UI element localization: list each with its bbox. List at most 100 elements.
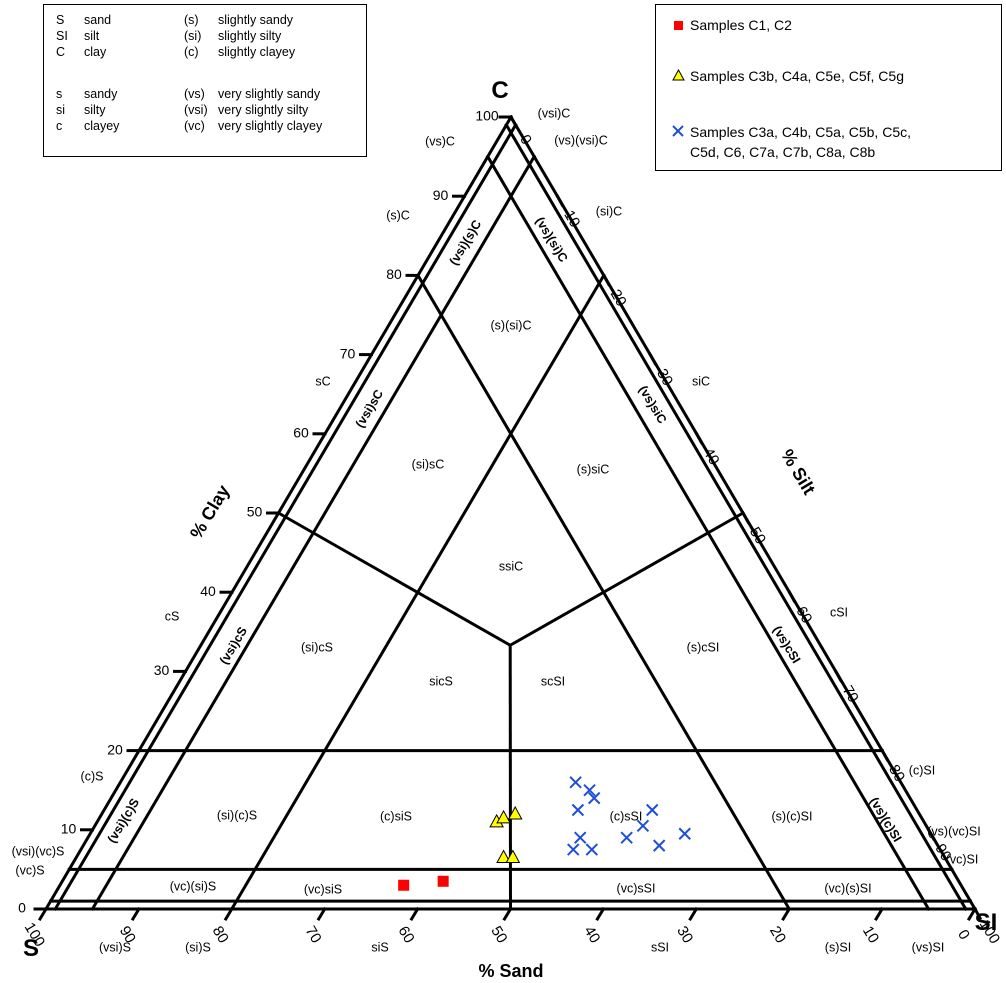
tick-label-sand: 20 <box>766 923 789 946</box>
tick-label-clay: 100 <box>475 108 499 124</box>
tick-label-clay: 70 <box>340 345 356 361</box>
tick-label-clay: 50 <box>247 504 263 520</box>
axis-title-clay: % Clay <box>186 481 234 542</box>
tick-silt <box>787 590 797 604</box>
tick-label-clay: 30 <box>154 662 170 678</box>
region-label: (vc)siS <box>304 882 342 896</box>
region-label: cS <box>165 609 180 623</box>
tick-label-sand: 70 <box>302 923 325 946</box>
corner-label-sand: S <box>23 935 39 962</box>
abbreviation-mod-name: very slightly clayey <box>218 119 323 133</box>
axis-title-sand: % Sand <box>478 961 543 981</box>
abbreviation-name: silty <box>84 103 106 117</box>
region-label: (vc)sSI <box>617 881 656 895</box>
tick-sand <box>130 906 141 922</box>
legend-entry-3-cont: C5d, C6, C7a, C7b, C8a, C8b <box>690 144 876 160</box>
region-label: ssiC <box>499 559 523 573</box>
boundary-star-left <box>276 510 513 648</box>
tick-label-clay: 0 <box>18 900 26 916</box>
tick-sand <box>688 906 699 922</box>
data-point-cross <box>646 803 659 817</box>
tick-silt <box>555 194 565 208</box>
yellow-triangle-marker <box>672 69 685 81</box>
data-point-triangle <box>496 809 511 824</box>
tick-label-silt: 50 <box>746 524 769 547</box>
corner-label-silt: SI <box>975 909 998 936</box>
tick-silt <box>926 827 936 841</box>
data-point-cross <box>567 843 580 856</box>
boundary-star-right <box>508 510 746 648</box>
tick-label-silt: 40 <box>699 445 722 468</box>
region-label: (vsi)(s)C <box>447 218 485 268</box>
region-label: (vs)(vc)SI <box>927 824 980 838</box>
data-point-square <box>398 879 410 891</box>
region-label: (vc)(s)SI <box>824 881 871 895</box>
tick-label-silt: 70 <box>839 683 862 706</box>
tick-silt <box>648 352 658 366</box>
region-label: (vsi)S <box>99 940 131 954</box>
data-point-cross <box>620 831 633 844</box>
tick-silt <box>601 273 611 287</box>
blue-cross-marker <box>672 125 684 137</box>
region-label: (c)siS <box>380 809 412 823</box>
axis-title-silt: % Silt <box>777 446 819 498</box>
tick-label-silt: 80 <box>885 762 908 785</box>
data-point-cross <box>587 791 601 805</box>
data-point-cross <box>585 843 599 856</box>
region-label: (s)(si)C <box>491 318 532 332</box>
region-label: (vsi)C <box>538 106 571 120</box>
abbreviation-name: sand <box>84 13 112 27</box>
region-label: (si)(c)S <box>217 808 257 822</box>
region-label: sSI <box>651 940 669 954</box>
tick-sand <box>781 906 792 922</box>
abbreviation-code: si <box>56 103 66 117</box>
sample-legend: Samples C1, C2 Samples C3b, C4a, C5e, C5… <box>655 4 1002 171</box>
tick-label-sand: 80 <box>209 923 232 946</box>
tick-label-silt: 90 <box>931 841 954 864</box>
abbreviation-code: c <box>56 119 63 133</box>
tick-label-clay: 60 <box>293 425 309 441</box>
region-label: (vs)(vsi)C <box>554 133 607 147</box>
tick-sand <box>874 906 885 922</box>
tick-sand <box>223 906 234 922</box>
abbreviation-code: C <box>56 45 66 59</box>
tick-label-clay: 90 <box>433 187 449 203</box>
region-label: (vc)(si)S <box>170 879 217 893</box>
tick-sand <box>409 906 420 922</box>
region-label: (vc)SI <box>946 852 979 866</box>
class-boundary-lines <box>43 114 978 912</box>
abbreviation-mod-name: slightly clayey <box>218 45 296 59</box>
tick-label-sand: 0 <box>954 927 973 943</box>
region-label: (s)siC <box>577 462 610 476</box>
abbreviation-code: S <box>56 13 65 27</box>
tick-sand <box>502 906 513 922</box>
data-point-triangle <box>507 805 523 820</box>
region-label: (c)S <box>81 769 104 783</box>
abbreviation-mod-name: slightly sandy <box>218 13 294 27</box>
region-label: (s)C <box>386 208 410 222</box>
region-label: (vsi)(c)S <box>105 796 142 845</box>
region-label: sicS <box>429 674 453 688</box>
data-point-square <box>437 875 449 887</box>
abbreviation-name: clayey <box>84 119 120 133</box>
tick-label-clay: 10 <box>61 821 77 837</box>
abbreviation-mod-code: (c) <box>184 45 199 59</box>
tick-sand <box>595 906 606 922</box>
data-point-cross <box>571 803 585 817</box>
data-point-triangle <box>496 849 511 864</box>
abbreviation-code: SI <box>56 29 68 43</box>
region-label: (c)sSI <box>610 809 643 823</box>
abbreviation-name: silt <box>84 29 100 43</box>
data-point-cross <box>652 839 666 852</box>
tick-silt <box>694 431 704 445</box>
tick-silt <box>740 510 751 525</box>
region-label: (si)C <box>596 204 622 218</box>
region-label: (vsi)cS <box>217 624 250 666</box>
region-label: (vc)S <box>15 863 44 877</box>
region-label: (vs)SI <box>912 940 945 954</box>
tick-label-sand: 10 <box>859 923 882 946</box>
region-label: (c)SI <box>909 763 935 777</box>
abbreviation-mod-name: very slightly silty <box>218 103 309 117</box>
